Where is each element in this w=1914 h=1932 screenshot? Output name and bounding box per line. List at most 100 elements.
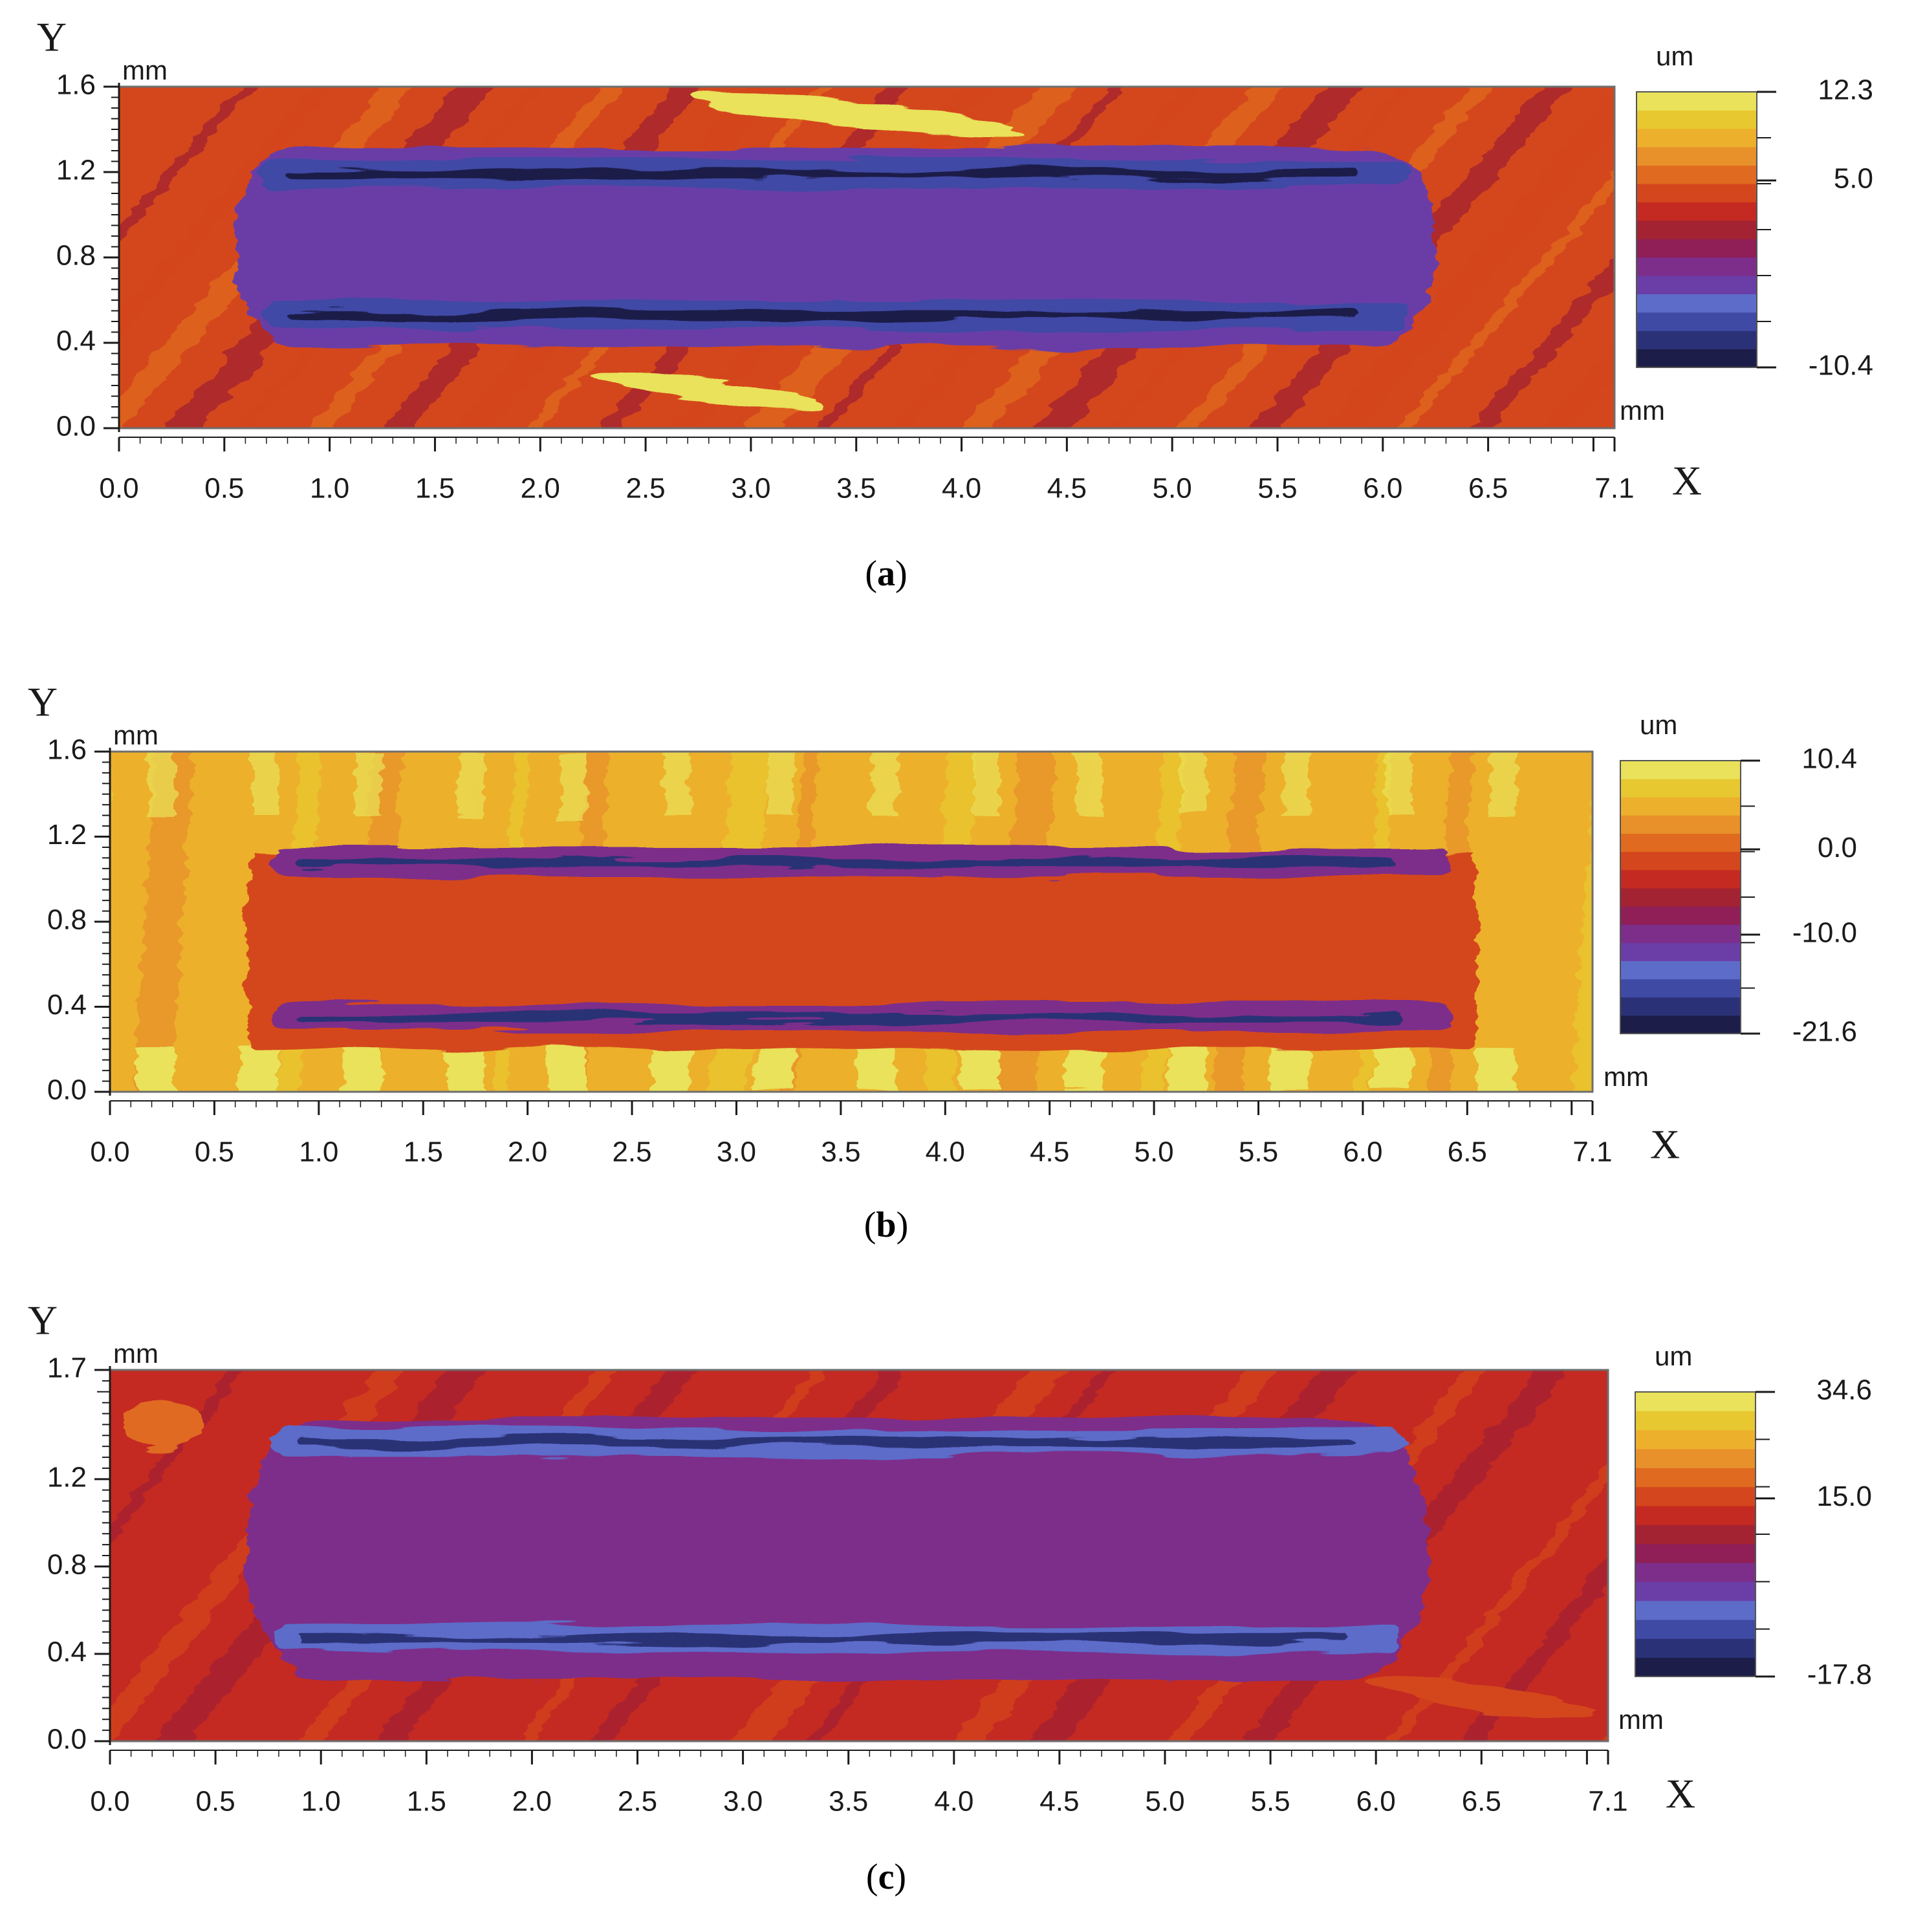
colorbar-swatch	[1637, 165, 1757, 184]
caption-a: (a)	[865, 554, 907, 594]
y-axis-title: Y	[28, 679, 58, 725]
high-streak	[548, 1047, 587, 1092]
y-tick-label: 1.2	[56, 155, 96, 186]
high-streak	[1366, 1677, 1597, 1719]
colorbar-swatch	[1635, 1429, 1756, 1449]
lower-groove	[297, 1012, 1400, 1022]
colorbar-swatch	[1620, 779, 1741, 798]
x-tick-label: 7.1	[1572, 1136, 1612, 1168]
high-streak	[664, 752, 691, 816]
y-tick-label: 1.6	[47, 734, 87, 766]
x-tick-label: 5.0	[1153, 473, 1192, 505]
axes-c: 0.0 0.4 0.8 1.2 1.7 0.0 0.5 1.0 1.5 2.0 2.5 3.0 3.5 4…	[28, 1297, 1695, 1818]
high-streak	[754, 1047, 794, 1092]
x-tick-label: 6.5	[1468, 473, 1508, 505]
colorbar-swatch	[1635, 1411, 1756, 1431]
colorbar-label: 12.3	[1818, 74, 1873, 106]
high-streak	[961, 1047, 1000, 1092]
x-tick-label: 1.0	[299, 1136, 338, 1168]
y-axis-title: Y	[28, 1297, 58, 1343]
panel-c: 0.0 0.4 0.8 1.2 1.7 0.0 0.5 1.0 1.5 2.0 2.5 3.0 3.5 4…	[28, 1297, 1914, 1897]
colorbar-label: 5.0	[1834, 163, 1873, 195]
x-tick-label: 1.5	[404, 1136, 443, 1168]
x-tick-label: 6.5	[1448, 1136, 1487, 1168]
colorbar-swatch	[1635, 1638, 1756, 1658]
x-tick-label: 6.0	[1356, 1786, 1396, 1818]
lower-groove	[287, 310, 1358, 320]
colorbar-swatch	[1635, 1657, 1756, 1677]
high-streak	[149, 752, 175, 816]
y-tick-label: 0.4	[47, 1636, 87, 1668]
surface-streak	[1730, 1344, 1914, 1767]
colorbar-label: -10.0	[1792, 917, 1857, 949]
x-tick-label: 0.5	[195, 1136, 234, 1168]
x-tick-label: 3.5	[829, 1786, 868, 1818]
colorbar-label: 0.0	[1818, 832, 1857, 863]
colorbar-swatch	[1620, 797, 1741, 816]
surface-streak	[1500, 752, 1553, 1092]
y-tick-label: 0.0	[47, 1074, 87, 1106]
colorbar-swatch	[1635, 1449, 1756, 1468]
x-tick-label: 7.1	[1588, 1786, 1627, 1818]
colorbar-bottom-unit: mm	[1604, 1061, 1649, 1092]
surface-streak	[1572, 787, 1593, 1092]
upper-groove	[299, 1437, 1351, 1447]
colorbar-swatch	[1637, 220, 1757, 239]
x-tick-label: 4.5	[1047, 473, 1087, 505]
colorbar-label: 15.0	[1816, 1481, 1872, 1512]
heightmap-layer	[110, 752, 1593, 1092]
x-tick-label: 3.0	[723, 1786, 763, 1818]
x-tick-label: 4.0	[926, 1136, 965, 1168]
colorbar-swatch	[1620, 815, 1741, 834]
x-tick-label: 3.0	[731, 473, 770, 505]
colorbar-bottom-unit: mm	[1620, 395, 1665, 426]
heightmap-texture	[110, 752, 1593, 1092]
colorbar-swatch	[1637, 331, 1757, 350]
x-tick-label: 4.5	[1039, 1786, 1079, 1818]
x-tick-label: 4.0	[934, 1786, 973, 1818]
y-unit-label: mm	[113, 720, 158, 750]
surface-streak	[1541, 342, 1615, 428]
colorbar-swatch	[1620, 997, 1741, 1016]
upper-groove	[297, 857, 1400, 867]
x-tick-label: 2.0	[512, 1786, 552, 1818]
high-streak	[689, 92, 1024, 136]
caption-b: (b)	[864, 1205, 908, 1245]
colorbar-swatch	[1620, 833, 1741, 852]
surface-streak	[1736, 61, 1914, 454]
surface-streak	[205, 752, 243, 1092]
high-streak	[239, 1047, 278, 1092]
caption-letter: a	[877, 554, 895, 594]
x-tick-label: 1.0	[301, 1786, 341, 1818]
high-streak	[1180, 752, 1206, 816]
y-tick-label: 1.6	[56, 69, 96, 101]
x-tick-label: 3.5	[821, 1136, 860, 1168]
x-axis-title: X	[1650, 1122, 1680, 1167]
colorbar-swatch	[1635, 1563, 1756, 1582]
surface-streak	[119, 87, 254, 244]
colorbar-swatch	[1637, 312, 1757, 331]
high-streak	[1167, 1047, 1206, 1092]
heightmap-layer	[119, 61, 1914, 454]
y-tick-label: 0.8	[47, 904, 87, 936]
high-streak	[252, 752, 278, 816]
colorbar-swatch	[1635, 1581, 1756, 1601]
colorbar-swatch	[1637, 239, 1757, 258]
axes-a: 0.0 0.4 0.8 1.2 1.6 0.0 0.5 1.0 1.5 2.0 2.5 3.0 3.5 4…	[37, 14, 1702, 505]
colorbar-swatch	[1620, 979, 1741, 998]
surface-streak	[110, 1370, 246, 1541]
x-tick-label: 5.5	[1239, 1136, 1278, 1168]
x-tick-label: 0.0	[90, 1786, 129, 1818]
high-streak	[561, 752, 587, 816]
y-tick-label: 0.8	[56, 240, 96, 272]
high-streak	[1270, 1047, 1309, 1092]
high-streak	[1386, 752, 1413, 816]
x-tick-label: 1.5	[407, 1786, 446, 1818]
colorbar-unit-label: um	[1656, 41, 1693, 71]
high-streak	[973, 752, 1000, 816]
colorbar-a: um mm 12.3 5.0 -10.4	[1620, 41, 1873, 426]
high-streak	[767, 752, 794, 816]
x-tick-label: 0.0	[99, 473, 138, 505]
x-tick-label: 2.5	[618, 1786, 657, 1818]
